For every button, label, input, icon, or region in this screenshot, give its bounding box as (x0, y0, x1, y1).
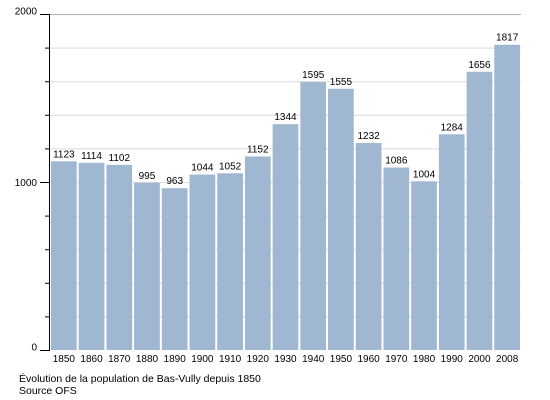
data-label-1860: 1114 (81, 151, 102, 162)
data-label-2000: 1656 (468, 60, 491, 71)
x-tick-label-1850: 1850 (53, 354, 76, 365)
x-tick-label-1980: 1980 (413, 354, 436, 365)
bar-1860 (78, 162, 105, 350)
bar-1880 (134, 182, 160, 350)
axes (40, 14, 50, 351)
y-tick-label-1000: 1000 (15, 178, 38, 189)
x-tick-label-2008: 2008 (496, 354, 519, 365)
x-tick-label-1890: 1890 (164, 354, 187, 365)
x-tick-label-1860: 1860 (80, 354, 103, 365)
bar-2008 (494, 44, 520, 351)
data-label-1910: 1052 (219, 161, 242, 172)
bar-1980 (411, 181, 437, 350)
x-tick-label-1990: 1990 (441, 354, 464, 365)
labels: 1123 1850 1114 1860 1102 1870 995 1880 963 1890 10… (15, 7, 519, 366)
bar-1900 (189, 174, 216, 350)
bar-1990 (438, 134, 465, 350)
data-label-1880: 995 (139, 171, 156, 182)
chart-caption: Évolution de la population de Bas-Vully … (19, 373, 261, 385)
data-label-1980: 1004 (413, 169, 436, 180)
data-label-1890: 963 (166, 176, 183, 187)
data-label-1900: 1044 (191, 163, 214, 174)
x-tick-label-1930: 1930 (274, 354, 297, 365)
bar-2000 (466, 71, 493, 351)
x-tick-label-1920: 1920 (247, 354, 270, 365)
x-tick-label-1910: 1910 (219, 354, 242, 365)
chart-source: Source OFS (19, 385, 77, 397)
data-label-1990: 1284 (441, 122, 464, 133)
y-tick-label-2000: 2000 (15, 7, 38, 18)
x-tick-label-1940: 1940 (302, 354, 325, 365)
bar-1920 (244, 156, 271, 350)
data-label-1850: 1123 (53, 149, 75, 160)
bar-1870 (106, 164, 133, 350)
bars (51, 44, 520, 351)
bar-1960 (355, 143, 382, 350)
bar-1970 (383, 167, 410, 350)
bar-1930 (272, 124, 299, 350)
x-tick-label-1870: 1870 (108, 354, 131, 365)
bar-1910 (217, 173, 243, 350)
data-label-1940: 1595 (302, 70, 325, 81)
data-label-1950: 1555 (330, 77, 353, 88)
x-tick-label-1900: 1900 (191, 354, 214, 365)
bar-1850 (51, 161, 77, 350)
x-tick-label-1950: 1950 (330, 354, 353, 365)
data-label-1920: 1152 (247, 144, 269, 155)
data-label-2008: 1817 (496, 33, 519, 44)
bar-1890 (161, 188, 188, 350)
x-tick-label-1880: 1880 (136, 354, 159, 365)
data-label-1930: 1344 (274, 112, 297, 123)
bar-1940 (300, 82, 327, 350)
x-tick-label-1970: 1970 (385, 354, 408, 365)
x-tick-label-2000: 2000 (468, 354, 491, 365)
y-tick-label-0: 0 (31, 343, 37, 354)
data-label-1960: 1232 (357, 131, 380, 142)
data-label-1970: 1086 (385, 156, 408, 167)
data-label-1870: 1102 (109, 153, 131, 164)
bar-1950 (328, 88, 354, 350)
x-tick-label-1960: 1960 (357, 354, 380, 365)
